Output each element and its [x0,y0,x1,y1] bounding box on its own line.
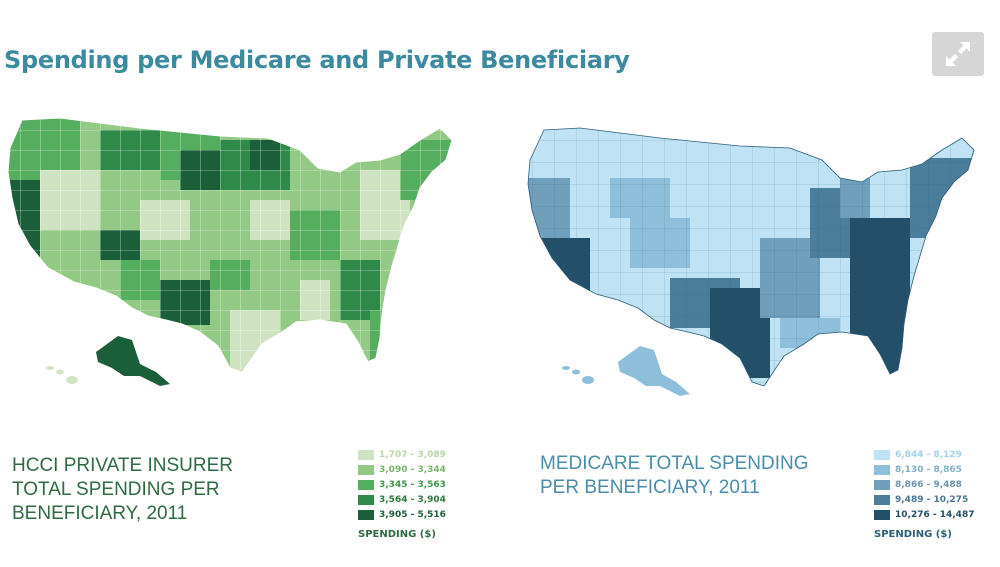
legend-swatch [358,495,374,505]
caption-line: BENEFICIARY, 2011 [12,503,188,524]
legend-item: 6,844 - 8,129 [874,448,974,462]
legend-swatch [874,495,890,505]
legend-swatch [358,465,374,475]
medicare-spending-map [527,127,975,396]
legend-swatch [358,480,374,490]
caption-line: TOTAL SPENDING PER [12,479,220,500]
caption-line: HCCI PRIVATE INSURER [12,455,233,476]
legend-item: 9,489 - 10,275 [874,493,974,507]
legend-item: 8,866 - 9,488 [874,478,974,492]
caption-line: MEDICARE TOTAL SPENDING [540,453,809,474]
private-insurer-spending-map [7,117,453,386]
legend-label: 1,707 - 3,089 [379,450,446,460]
legend-swatch [874,480,890,490]
legend-swatch [358,510,374,520]
legend-item: 3,564 - 3,904 [358,493,446,507]
legend-swatch [358,450,374,460]
legend-label: 3,905 - 5,516 [379,510,446,520]
legend-item: 3,905 - 5,516 [358,508,446,522]
legend-swatch [874,465,890,475]
legend-label: 8,130 - 8,865 [895,465,962,475]
legend-label: 3,090 - 3,344 [379,465,446,475]
legend-label: 6,844 - 8,129 [895,450,962,460]
legend-item: 1,707 - 3,089 [358,448,446,462]
legend-item: 3,090 - 3,344 [358,463,446,477]
page-title: Spending per Medicare and Private Benefi… [4,46,630,74]
private-insurer-legend: 1,707 - 3,089 3,090 - 3,344 3,345 - 3,563 3… [358,448,446,540]
legend-item: 3,345 - 3,563 [358,478,446,492]
legend-swatch [874,510,890,520]
private-insurer-map-caption: HCCI PRIVATE INSURER TOTAL SPENDING PER … [12,454,252,526]
expand-arrows-icon [946,42,970,66]
caption-line: PER BENEFICIARY, 2011 [540,477,760,498]
legend-label: 8,866 - 9,488 [895,480,962,490]
legend-item: 10,276 - 14,487 [874,508,974,522]
expand-button[interactable] [932,32,984,76]
legend-swatch [874,450,890,460]
medicare-legend: 6,844 - 8,129 8,130 - 8,865 8,866 - 9,488 9… [874,448,974,540]
legend-label: 10,276 - 14,487 [895,510,975,520]
legend-label: 3,564 - 3,904 [379,495,446,505]
medicare-map-caption: MEDICARE TOTAL SPENDING PER BENEFICIARY,… [540,452,840,500]
legend-title: SPENDING ($) [874,529,952,540]
legend-label: 9,489 - 10,275 [895,495,969,505]
legend-title: SPENDING ($) [358,529,436,540]
legend-item: 8,130 - 8,865 [874,463,974,477]
legend-label: 3,345 - 3,563 [379,480,446,490]
